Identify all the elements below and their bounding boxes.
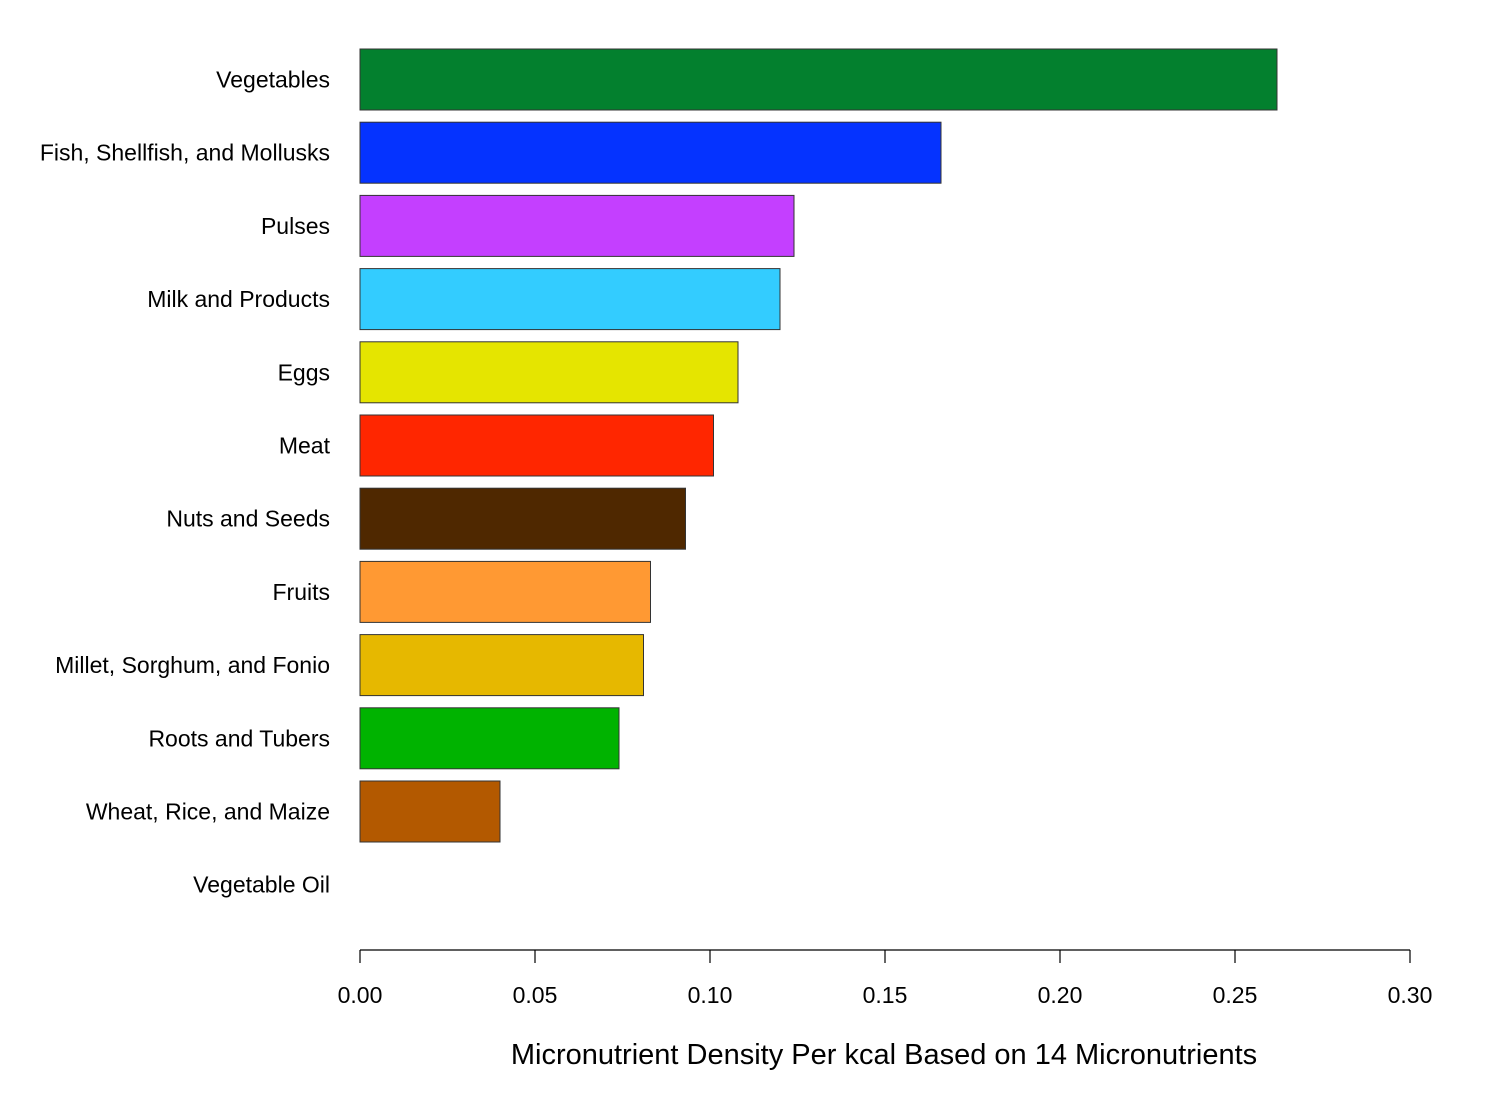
x-tick-label: 0.25	[1213, 982, 1258, 1008]
category-label: Milk and Products	[147, 286, 330, 312]
bars-group	[359, 48, 1278, 843]
category-label: Wheat, Rice, and Maize	[86, 799, 330, 825]
category-label: Fish, Shellfish, and Mollusks	[40, 140, 330, 166]
bar-7	[359, 560, 651, 623]
bar-3	[359, 268, 781, 331]
bar-1	[359, 121, 942, 184]
x-axis: 0.00 0.05 0.10 0.15 0.20 0.25 0.30	[338, 949, 1433, 1008]
bar-4	[359, 341, 739, 404]
category-label: Nuts and Seeds	[166, 506, 330, 532]
category-label: Eggs	[278, 359, 330, 385]
category-label: Meat	[279, 433, 331, 459]
category-label: Fruits	[273, 579, 331, 605]
x-axis-title: Micronutrient Density Per kcal Based on …	[511, 1039, 1257, 1071]
category-label: Pulses	[261, 213, 330, 239]
category-label: Vegetable Oil	[193, 872, 330, 898]
x-tick-label: 0.05	[513, 982, 558, 1008]
x-tick-label: 0.10	[688, 982, 733, 1008]
bar-10	[359, 780, 501, 843]
bar-6	[359, 487, 686, 550]
bar-2	[359, 194, 795, 257]
x-tick-label: 0.20	[1038, 982, 1083, 1008]
category-label: Roots and Tubers	[148, 725, 330, 751]
category-label: Millet, Sorghum, and Fonio	[55, 652, 330, 678]
bar-9	[359, 707, 620, 770]
bar-0	[359, 48, 1278, 111]
category-label: Vegetables	[216, 67, 330, 93]
bar-8	[359, 634, 644, 697]
x-tick-label: 0.30	[1388, 982, 1433, 1008]
x-tick-label: 0.15	[863, 982, 908, 1008]
bar-5	[359, 414, 714, 477]
x-tick-label: 0.00	[338, 982, 383, 1008]
category-labels: Vegetables Fish, Shellfish, and Mollusks P…	[40, 67, 331, 898]
